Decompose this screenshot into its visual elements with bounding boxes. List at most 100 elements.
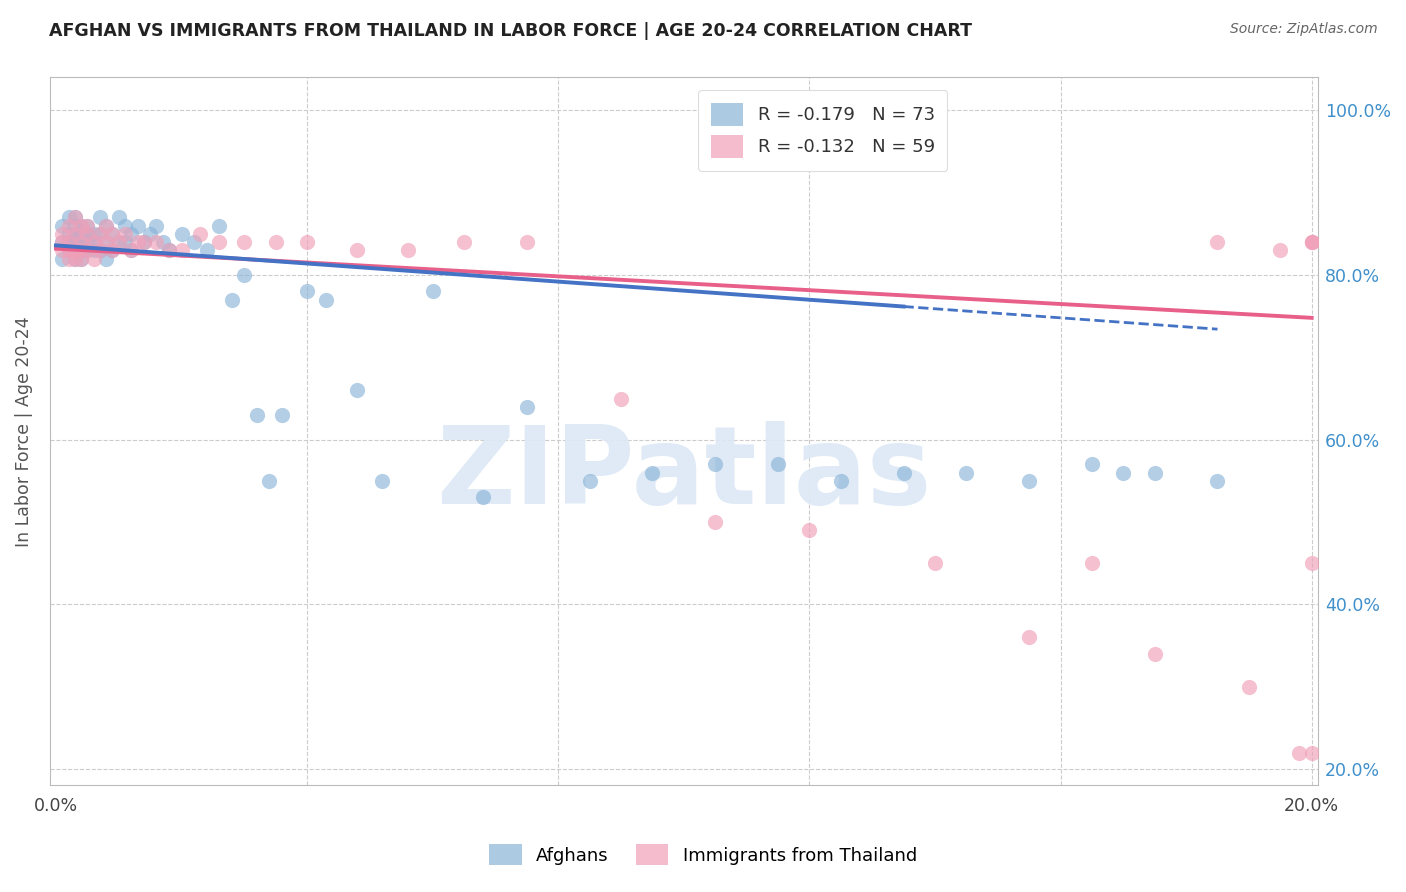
Point <box>1206 235 1229 249</box>
Point <box>70 219 93 233</box>
Point <box>96 235 118 249</box>
Point <box>1288 746 1310 760</box>
Point <box>315 293 337 307</box>
Point <box>70 244 93 258</box>
Point <box>208 219 231 233</box>
Text: ZIPatlas: ZIPatlas <box>436 421 932 527</box>
Point <box>120 244 142 258</box>
Point <box>578 474 600 488</box>
Point <box>70 244 93 258</box>
Point <box>1081 458 1104 472</box>
Point <box>58 235 80 249</box>
Point <box>51 219 73 233</box>
Legend: R = -0.179   N = 73, R = -0.132   N = 59: R = -0.179 N = 73, R = -0.132 N = 59 <box>699 90 948 170</box>
Point <box>51 235 73 249</box>
Point <box>58 244 80 258</box>
Point <box>101 227 124 241</box>
Point <box>89 244 111 258</box>
Point <box>183 235 205 249</box>
Point <box>516 235 538 249</box>
Point <box>1301 235 1323 249</box>
Point <box>799 523 821 537</box>
Point <box>221 293 243 307</box>
Point <box>101 227 124 241</box>
Point <box>704 458 727 472</box>
Point <box>107 235 129 249</box>
Point <box>120 227 142 241</box>
Point <box>58 252 80 266</box>
Point <box>139 227 162 241</box>
Point <box>132 235 155 249</box>
Point <box>1301 235 1323 249</box>
Point <box>70 219 93 233</box>
Point <box>63 252 86 266</box>
Point <box>58 227 80 241</box>
Point <box>259 474 281 488</box>
Point <box>422 285 444 299</box>
Point <box>89 244 111 258</box>
Point <box>1112 466 1135 480</box>
Point <box>76 227 98 241</box>
Point <box>208 235 231 249</box>
Point <box>641 466 664 480</box>
Point <box>233 235 256 249</box>
Point <box>1018 474 1040 488</box>
Point <box>152 235 174 249</box>
Point <box>704 515 727 529</box>
Point <box>271 408 294 422</box>
Point <box>101 244 124 258</box>
Point <box>107 211 129 225</box>
Point <box>63 244 86 258</box>
Point <box>114 235 136 249</box>
Point <box>63 219 86 233</box>
Point <box>83 227 105 241</box>
Legend: Afghans, Immigrants from Thailand: Afghans, Immigrants from Thailand <box>482 837 924 872</box>
Point <box>51 235 73 249</box>
Point <box>89 227 111 241</box>
Point <box>70 252 93 266</box>
Point <box>610 392 633 406</box>
Point <box>371 474 394 488</box>
Point <box>145 219 167 233</box>
Point <box>83 244 105 258</box>
Point <box>83 235 105 249</box>
Point <box>76 244 98 258</box>
Point <box>114 227 136 241</box>
Point <box>89 211 111 225</box>
Text: AFGHAN VS IMMIGRANTS FROM THAILAND IN LABOR FORCE | AGE 20-24 CORRELATION CHART: AFGHAN VS IMMIGRANTS FROM THAILAND IN LA… <box>49 22 972 40</box>
Point <box>1206 474 1229 488</box>
Point <box>233 268 256 282</box>
Point <box>76 227 98 241</box>
Point <box>76 219 98 233</box>
Point <box>157 244 180 258</box>
Point <box>1143 647 1166 661</box>
Point <box>51 252 73 266</box>
Point <box>70 235 93 249</box>
Point <box>96 219 118 233</box>
Point <box>1081 556 1104 570</box>
Point <box>114 219 136 233</box>
Point <box>246 408 269 422</box>
Point <box>63 227 86 241</box>
Point <box>1143 466 1166 480</box>
Point <box>170 227 193 241</box>
Point <box>170 244 193 258</box>
Point <box>453 235 475 249</box>
Point <box>1301 746 1323 760</box>
Point <box>76 235 98 249</box>
Point <box>58 211 80 225</box>
Point <box>766 458 789 472</box>
Point <box>63 211 86 225</box>
Point <box>346 244 368 258</box>
Point <box>96 252 118 266</box>
Point <box>295 285 318 299</box>
Text: Source: ZipAtlas.com: Source: ZipAtlas.com <box>1230 22 1378 37</box>
Point <box>346 384 368 398</box>
Point <box>70 235 93 249</box>
Point <box>127 219 149 233</box>
Point <box>101 244 124 258</box>
Point <box>70 252 93 266</box>
Point <box>89 227 111 241</box>
Point <box>63 252 86 266</box>
Point <box>893 466 915 480</box>
